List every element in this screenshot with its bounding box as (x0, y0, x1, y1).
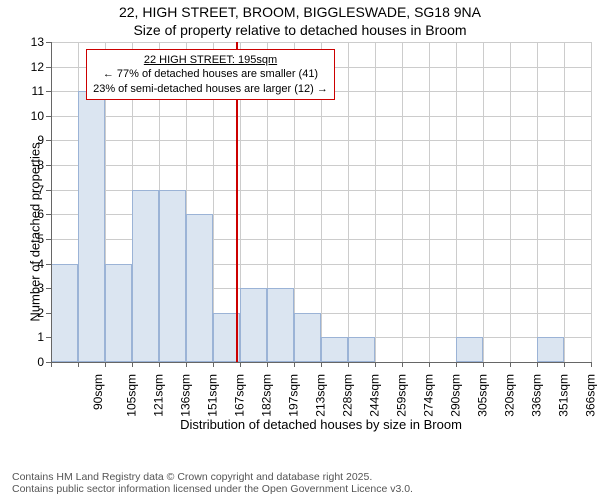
histogram-bar (294, 313, 321, 362)
annotation-line1: 22 HIGH STREET: 195sqm (93, 53, 328, 67)
xtick-label: 320sqm (503, 374, 517, 417)
histogram-bar (105, 264, 132, 362)
xtick-label: 136sqm (179, 374, 193, 417)
ytick-label: 10 (16, 109, 44, 123)
ytick-label: 12 (16, 60, 44, 74)
footer-line2: Contains public sector information licen… (12, 483, 413, 496)
xtick-label: 213sqm (314, 374, 328, 417)
plot-area: Number of detached properties 0123456789… (51, 42, 591, 422)
histogram-bar (348, 337, 375, 362)
xtick-label: 290sqm (449, 374, 463, 417)
histogram-bar (78, 91, 105, 362)
xtick-label: 228sqm (341, 374, 355, 417)
gridline-v (429, 42, 430, 362)
chart-title-line1: 22, HIGH STREET, BROOM, BIGGLESWADE, SG1… (0, 4, 600, 20)
ytick-label: 11 (16, 84, 44, 98)
xtick-label: 182sqm (260, 374, 274, 417)
histogram-bar (51, 264, 78, 362)
annotation-box: 22 HIGH STREET: 195sqm← 77% of detached … (86, 49, 335, 100)
annotation-line3: 23% of semi-detached houses are larger (… (93, 82, 328, 96)
ytick-label: 8 (16, 158, 44, 172)
xtick-label: 121sqm (152, 374, 166, 417)
gridline-v (375, 42, 376, 362)
histogram-bar (132, 190, 159, 362)
plot-inner: 01234567891011121390sqm105sqm121sqm136sq… (51, 42, 591, 362)
gridline-v (456, 42, 457, 362)
gridline-v (591, 42, 592, 362)
histogram-bar (267, 288, 294, 362)
histogram-bar (321, 337, 348, 362)
histogram-bar (537, 337, 564, 362)
xtick-label: 336sqm (530, 374, 544, 417)
footer-attribution: Contains HM Land Registry data © Crown c… (12, 471, 413, 496)
gridline-v (537, 42, 538, 362)
xtick-label: 197sqm (287, 374, 301, 417)
footer-line1: Contains HM Land Registry data © Crown c… (12, 471, 413, 484)
histogram-bar (456, 337, 483, 362)
ytick-label: 5 (16, 232, 44, 246)
xtick-label: 366sqm (584, 374, 598, 417)
xtick-label: 90sqm (91, 374, 105, 410)
xtick-label: 151sqm (206, 374, 220, 417)
chart-root: 22, HIGH STREET, BROOM, BIGGLESWADE, SG1… (0, 0, 600, 500)
xtick-label: 274sqm (422, 374, 436, 417)
gridline-v (510, 42, 511, 362)
ytick-label: 0 (16, 355, 44, 369)
gridline-v (402, 42, 403, 362)
ytick-label: 3 (16, 281, 44, 295)
gridline-v (348, 42, 349, 362)
ytick-label: 6 (16, 207, 44, 221)
gridline-v (564, 42, 565, 362)
gridline-v (483, 42, 484, 362)
xtick-label: 351sqm (557, 374, 571, 417)
ytick-label: 2 (16, 306, 44, 320)
ytick-label: 1 (16, 330, 44, 344)
xtick-label: 244sqm (368, 374, 382, 417)
xtick-label: 167sqm (233, 374, 247, 417)
ytick-label: 13 (16, 35, 44, 49)
ytick-label: 4 (16, 257, 44, 271)
histogram-bar (159, 190, 186, 362)
x-axis-label: Distribution of detached houses by size … (51, 417, 591, 432)
xtick-label: 305sqm (476, 374, 490, 417)
histogram-bar (240, 288, 267, 362)
xtick-label: 105sqm (125, 374, 139, 417)
y-axis-line (51, 42, 52, 362)
chart-title-line2: Size of property relative to detached ho… (0, 22, 600, 38)
xtick (591, 362, 592, 367)
annotation-line2: ← 77% of detached houses are smaller (41… (93, 67, 328, 81)
xtick-label: 259sqm (395, 374, 409, 417)
histogram-bar (186, 214, 213, 362)
ytick-label: 7 (16, 183, 44, 197)
x-axis-line (51, 362, 591, 363)
ytick-label: 9 (16, 133, 44, 147)
